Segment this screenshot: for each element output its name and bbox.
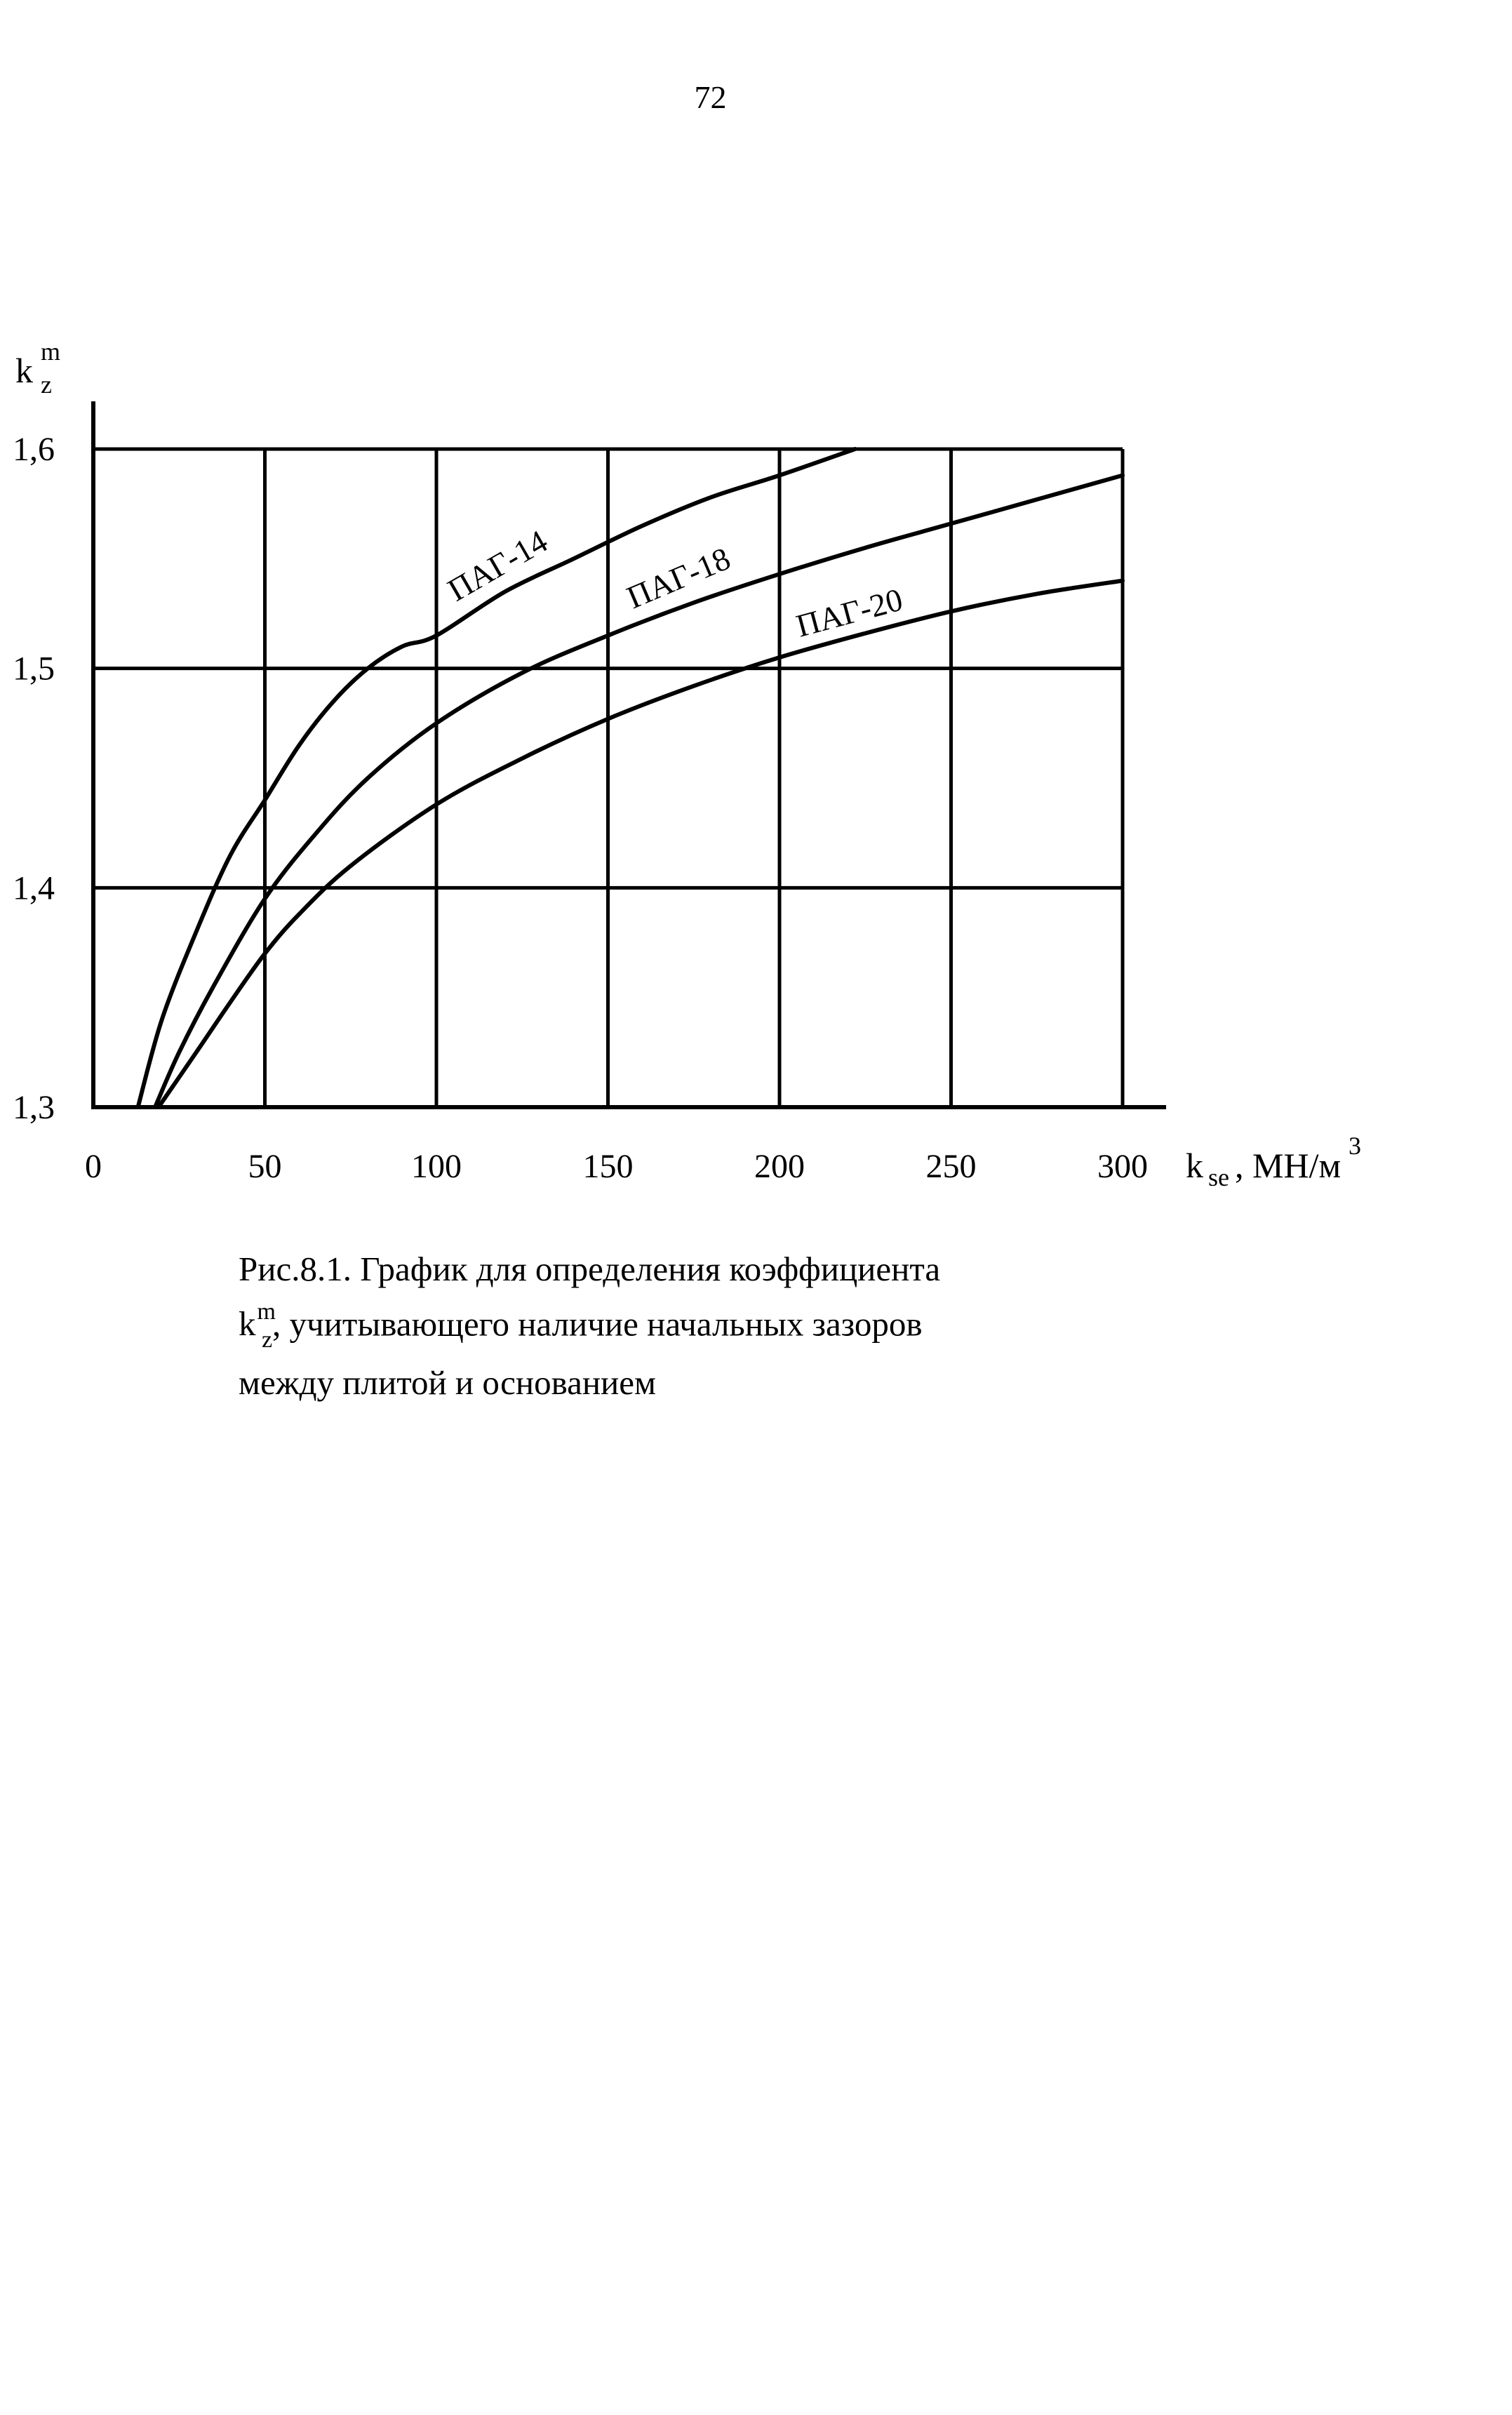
x-axis-label: k se , МН/м 3 — [1186, 1132, 1361, 1191]
x-tick-label-100: 100 — [411, 1148, 462, 1185]
x-axis-label-unit-superscript: 3 — [1349, 1132, 1361, 1160]
axes — [91, 401, 1166, 1109]
x-tick-label-200: 200 — [754, 1148, 805, 1185]
caption-line-2-text: , учитывающего наличие начальных зазоров — [272, 1304, 923, 1344]
series-line-2 — [153, 473, 1125, 1109]
x-tick-label-50: 50 — [248, 1148, 282, 1185]
y-tick-label-1-4: 1,4 — [13, 869, 55, 907]
caption-line-2: kmz, учитывающего наличие начальных зазо… — [239, 1292, 1151, 1359]
tick-labels: 0 50 100 150 200 250 300 1,3 1,4 1,5 1,6 — [13, 431, 1148, 1185]
y-tick-label-1-5: 1,5 — [13, 650, 55, 688]
series-line-1 — [135, 447, 857, 1109]
x-axis-label-subscript: se — [1208, 1163, 1229, 1191]
series-label-3: ПАГ-20 — [792, 581, 906, 643]
caption-line-3: между плитой и основанием — [239, 1363, 657, 1403]
caption-line-1: Рис.8.1. График для определения коэффици… — [239, 1250, 941, 1288]
x-tick-label-250: 250 — [926, 1148, 977, 1185]
grid — [93, 447, 1125, 1107]
caption-symbol-base: k — [239, 1304, 256, 1344]
x-axis-label-unit: , МН/м — [1235, 1146, 1341, 1185]
y-axis-label: k m z — [15, 337, 60, 399]
y-axis-label-subscript: z — [41, 370, 52, 399]
caption-symbol-sub: z — [261, 1327, 273, 1353]
y-tick-label-1-6: 1,6 — [13, 431, 55, 468]
caption-symbol-sup: m — [257, 1299, 276, 1325]
x-axis-label-base: k — [1186, 1146, 1203, 1185]
caption-symbol: kmz — [239, 1299, 276, 1353]
y-tick-label-1-3: 1,3 — [13, 1089, 55, 1126]
series-line-3 — [156, 578, 1125, 1109]
x-tick-label-0: 0 — [85, 1148, 102, 1185]
y-axis-label-superscript: m — [41, 337, 60, 366]
figure-caption: Рис.8.1. График для определения коэффици… — [239, 1245, 1151, 1406]
x-tick-label-300: 300 — [1097, 1148, 1148, 1185]
series-label-2: ПАГ-18 — [622, 540, 735, 615]
series-labels: ПАГ-14 ПАГ-18 ПАГ-20 — [442, 523, 906, 643]
x-tick-label-150: 150 — [583, 1148, 634, 1185]
y-axis-label-base: k — [15, 351, 33, 390]
series-lines — [135, 447, 1125, 1109]
page-number: 72 — [694, 79, 727, 115]
